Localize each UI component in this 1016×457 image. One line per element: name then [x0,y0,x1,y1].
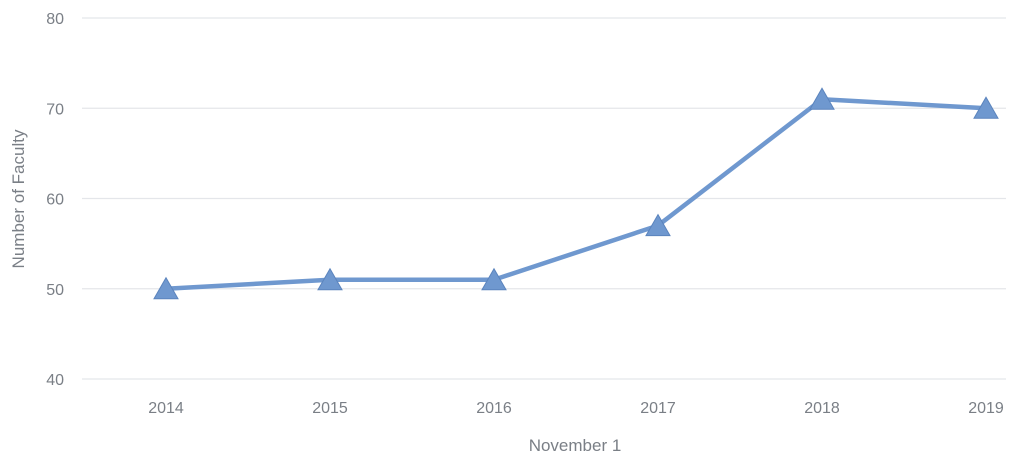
x-tick-label: 2018 [804,400,840,417]
data-point-marker [809,87,835,110]
data-point-marker [153,276,179,300]
y-tick-label: 80 [46,11,64,28]
x-tick-label: 2015 [312,400,348,417]
data-point-marker [317,267,343,291]
data-point-marker [973,96,999,119]
x-axis-title: November 1 [529,436,622,455]
x-tick-label: 2014 [148,400,184,417]
x-tick-labels: 2014 2015 2016 2017 2018 2019 [148,400,1004,417]
data-point-marker [481,267,507,291]
y-tick-label: 40 [46,372,64,389]
gridlines [82,17,1006,380]
series-line [163,96,989,291]
series-layer [153,87,999,300]
y-tick-label: 60 [46,192,64,209]
x-tick-label: 2017 [640,400,676,417]
y-tick-labels: 40 50 60 70 80 [46,11,64,389]
y-axis-title: Number of Faculty [9,129,28,268]
x-tick-label: 2019 [968,400,1004,417]
data-point-marker [645,213,671,237]
x-tick-label: 2016 [476,400,512,417]
y-tick-label: 50 [46,282,64,299]
y-tick-label: 70 [46,101,64,118]
